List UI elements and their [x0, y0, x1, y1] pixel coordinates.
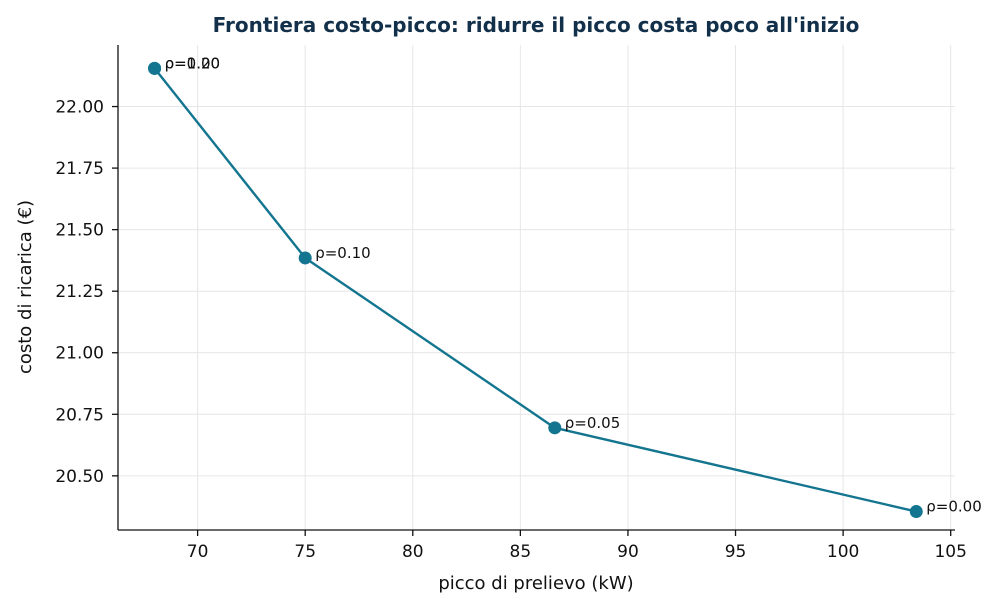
y-tick-label: 21.75 [55, 159, 104, 179]
x-tick-label: 90 [617, 542, 639, 562]
x-axis-label: picco di prelievo (kW) [438, 573, 633, 594]
data-point-label: ρ=1.00 [165, 54, 221, 72]
x-tick-label: 95 [725, 542, 747, 562]
series-line [153, 67, 917, 513]
data-point-label: ρ=0.10 [315, 244, 371, 262]
y-tick-label: 21.00 [55, 344, 104, 364]
data-point [148, 61, 162, 75]
data-point-label: ρ=0.20 [165, 54, 221, 72]
axes [117, 45, 955, 531]
series [148, 61, 923, 519]
x-tick-label: 70 [187, 542, 209, 562]
y-tick-label: 22.00 [55, 98, 104, 118]
y-tick-label: 21.50 [55, 221, 104, 241]
point-labels: ρ=0.20ρ=1.00 ρ=0.10 ρ=0.05 ρ=0.00 [165, 54, 982, 515]
data-point [909, 505, 923, 519]
data-point [548, 421, 562, 435]
ticks: 70 75 80 85 90 95 100 105 20.50 20.75 21.00 21.25 21… [55, 98, 967, 562]
y-axis-label: costo di ricarica (€) [15, 200, 36, 374]
grid [118, 45, 955, 530]
x-tick-label: 100 [827, 542, 859, 562]
data-point-label: ρ=0.00 [926, 498, 982, 516]
x-tick-label: 75 [294, 542, 316, 562]
x-tick-label: 80 [402, 542, 424, 562]
y-tick-label: 20.50 [55, 467, 104, 487]
data-point-label: ρ=0.05 [565, 414, 621, 432]
chart-title: Frontiera costo-picco: ridurre il picco … [213, 13, 860, 37]
y-tick-label: 21.25 [55, 282, 104, 302]
data-point [298, 251, 312, 265]
y-tick-label: 20.75 [55, 405, 104, 425]
x-tick-label: 105 [934, 542, 966, 562]
x-tick-label: 85 [510, 542, 532, 562]
